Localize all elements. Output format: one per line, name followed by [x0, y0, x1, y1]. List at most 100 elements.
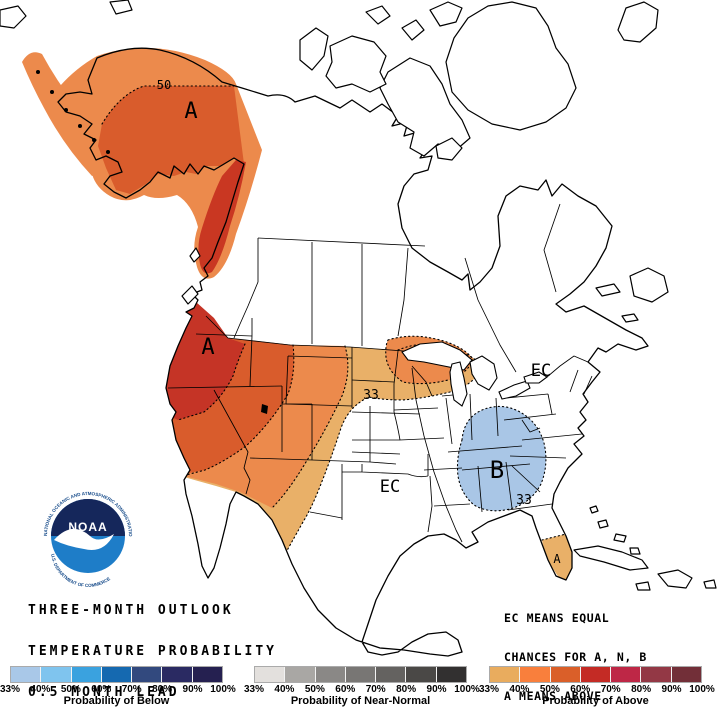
- haida-gwaii: [189, 247, 201, 263]
- colorbar-below: 33% 40% 50% 60% 70% 80% 90% 100% Probability of …: [0, 666, 236, 707]
- colorbar-tick-label: 50%: [60, 684, 81, 695]
- legend-line-1: EC MEANS EQUAL: [504, 611, 610, 625]
- colorbar-above: 33% 40% 50% 60% 70% 80% 90% 100% Probability of …: [479, 666, 715, 707]
- lake-michigan: [449, 361, 468, 407]
- colorbar-segment-above-70%: [611, 667, 642, 682]
- colorbar-tick-label: 33%: [0, 684, 20, 695]
- colorbar-segment-above-40%: [520, 667, 551, 682]
- title-line-2: TEMPERATURE PROBABILITY: [28, 643, 278, 659]
- arctic-island-2: [401, 19, 425, 41]
- colorbar-segment-below-80%: [162, 667, 193, 682]
- label-west-a: A: [201, 335, 214, 360]
- title-block: THREE-MONTH OUTLOOK TEMPERATURE PROBABIL…: [28, 577, 277, 707]
- region-alaska-above-50: [98, 86, 244, 194]
- west-40-contour: [271, 345, 349, 509]
- alaska-50-contour: [101, 85, 235, 125]
- label-ec-northeast: EC: [531, 361, 551, 381]
- colorbar-tick-label: 70%: [365, 684, 386, 695]
- colorbar-caption-near_normal: Probability of Near-Normal: [290, 695, 431, 707]
- colorbar-segment-near_normal-40%: [285, 667, 316, 682]
- vancouver-island: [181, 285, 199, 305]
- colorbar-caption-below: Probability of Below: [63, 695, 170, 707]
- great-salt-lake: [261, 404, 268, 414]
- colorbar-segment-near_normal-50%: [315, 667, 346, 682]
- legend-notes: EC MEANS EQUAL CHANCES FOR A, N, B A MEA…: [504, 586, 647, 707]
- colorbar-tick-label: 100%: [454, 684, 480, 695]
- newfoundland: [629, 267, 669, 303]
- lake-erie: [498, 380, 531, 400]
- cuba: [573, 545, 649, 571]
- alaska-outlook-regions: [22, 47, 262, 279]
- arctic-island-4: [109, 0, 133, 15]
- colorbar-caption-above: Probability of Above: [542, 695, 649, 707]
- colorbar-strip-above: [489, 666, 702, 683]
- label-southeast-33: 33: [516, 493, 532, 508]
- colorbar-segment-near_normal-60%: [345, 667, 377, 682]
- colorbar-segment-below-70%: [132, 667, 163, 682]
- colorbar-tick-label: 80%: [396, 684, 417, 695]
- colorbar-segment-near_normal-90%: [436, 667, 466, 682]
- colorbar-near-normal: 33% 40% 50% 60% 70% 80% 90% 100% Probability of …: [244, 666, 480, 707]
- region-aleutian-above-40: [22, 52, 114, 177]
- great-lakes: [261, 341, 548, 414]
- victoria-island: [325, 35, 387, 93]
- colorbar-strip-below: [10, 666, 223, 683]
- label-florida-a: A: [553, 552, 561, 566]
- southeast-33-contour: [456, 405, 547, 512]
- colorbar-segment-below-33%: [11, 667, 42, 682]
- colorbar-tick-label: 100%: [689, 684, 715, 695]
- colorbar-segment-near_normal-33%: [255, 667, 286, 682]
- colorbar-ticks-above: 33% 40% 50% 60% 70% 80% 90% 100%: [479, 683, 715, 695]
- colorbar-tick-label: 40%: [30, 684, 51, 695]
- political-boundaries: [167, 203, 593, 543]
- florida-33-contour: [541, 533, 567, 541]
- colorbar-tick-label: 90%: [661, 684, 682, 695]
- midwest-40-contour: [385, 335, 474, 385]
- label-midwest-33: 33: [363, 388, 379, 403]
- legend-line-2: CHANCES FOR A, N, B: [504, 650, 647, 664]
- colorbar-ticks-below: 33% 40% 50% 60% 70% 80% 90% 100%: [0, 683, 236, 695]
- colorbar-strip-near_normal: [254, 666, 467, 683]
- colorbar-segment-above-50%: [550, 667, 581, 682]
- colorbar-segment-above-90%: [671, 667, 701, 682]
- hispaniola: [657, 569, 693, 589]
- colorbar-segment-below-50%: [71, 667, 102, 682]
- colorbar-tick-label: 60%: [335, 684, 356, 695]
- arctic-island-1: [429, 1, 463, 27]
- jamaica: [635, 581, 651, 591]
- colorbar-tick-label: 70%: [600, 684, 621, 695]
- colorbar-segment-above-80%: [641, 667, 672, 682]
- colorbar-segment-near_normal-80%: [406, 667, 437, 682]
- map-label-layer: 50 A A 33 EC EC B 33 A: [157, 78, 562, 566]
- label-alaska-a: A: [184, 99, 197, 124]
- colorbar-tick-label: 90%: [426, 684, 447, 695]
- colorbar-tick-label: 70%: [121, 684, 142, 695]
- region-florida-above-33: [542, 534, 574, 583]
- aleutian-islands: [36, 70, 110, 154]
- colorbar-tick-label: 40%: [274, 684, 295, 695]
- colorbar-segment-near_normal-70%: [376, 667, 407, 682]
- colorbar-segment-below-40%: [41, 667, 72, 682]
- legend-line-3: A MEANS ABOVE: [504, 689, 602, 703]
- colorbar-tick-label: 50%: [304, 684, 325, 695]
- colorbar-tick-label: 50%: [539, 684, 560, 695]
- colorbar-tick-label: 33%: [478, 684, 499, 695]
- colorbar-tick-label: 40%: [509, 684, 530, 695]
- colorbar-ticks-near_normal: 33% 40% 50% 60% 70% 80% 90% 100%: [244, 683, 480, 695]
- colorbar-tick-label: 33%: [243, 684, 264, 695]
- islands: [0, 0, 717, 591]
- iceland: [617, 1, 659, 43]
- colorbar-tick-label: 80%: [631, 684, 652, 695]
- colorbar-segment-below-60%: [101, 667, 133, 682]
- arctic-island-3: [365, 5, 391, 25]
- region-alaska-panhandle-above-60: [198, 160, 246, 274]
- puerto-rico: [703, 579, 717, 589]
- colorbar-segment-above-60%: [580, 667, 612, 682]
- anticosti-island: [595, 283, 621, 297]
- bahamas: [589, 505, 641, 555]
- greenland: [445, 1, 577, 131]
- label-southeast-b: B: [490, 456, 504, 484]
- colorbar-tick-label: 100%: [210, 684, 236, 695]
